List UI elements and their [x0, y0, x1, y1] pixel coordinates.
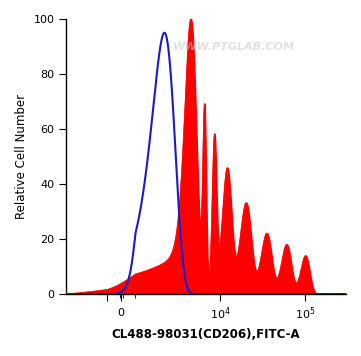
Y-axis label: Relative Cell Number: Relative Cell Number	[15, 94, 28, 219]
Text: WWW.PTGLAB.COM: WWW.PTGLAB.COM	[173, 42, 295, 52]
X-axis label: CL488-98031(CD206),FITC-A: CL488-98031(CD206),FITC-A	[112, 328, 300, 341]
